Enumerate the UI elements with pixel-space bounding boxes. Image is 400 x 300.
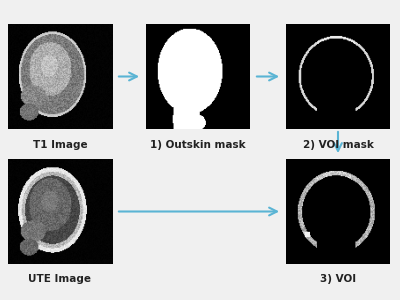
- Text: UTE Image: UTE Image: [28, 274, 92, 284]
- Text: 1) Outskin mask: 1) Outskin mask: [150, 140, 246, 149]
- Text: 3) VOI: 3) VOI: [320, 274, 356, 284]
- Text: T1 Image: T1 Image: [33, 140, 87, 149]
- Text: 2) VOI mask: 2) VOI mask: [302, 140, 374, 149]
